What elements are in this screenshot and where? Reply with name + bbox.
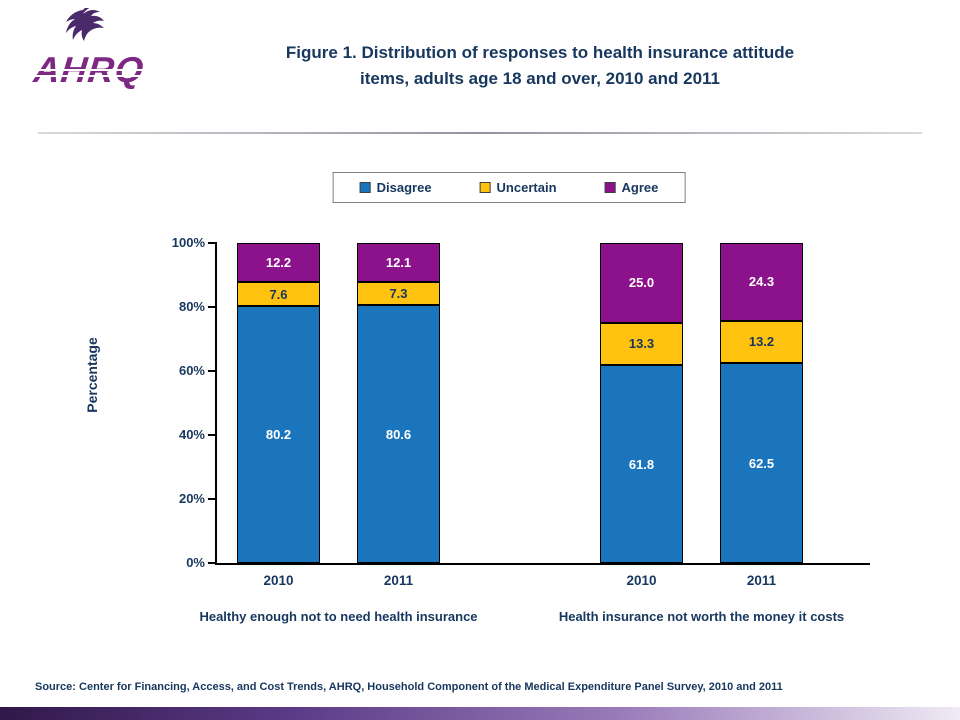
x-axis-tick-label: 2010: [263, 573, 294, 588]
bar-segment-agree: 25.0: [600, 242, 683, 323]
legend-item-disagree: Disagree: [359, 180, 432, 195]
y-axis-tick-mark: [208, 306, 217, 308]
bar-group-label: Healthy enough not to need health insura…: [199, 609, 478, 624]
bar-segment-uncertain: 7.6: [237, 282, 320, 307]
bar-segment-uncertain: 7.3: [357, 281, 440, 306]
y-axis-title: Percentage: [84, 337, 100, 413]
header-divider: [38, 132, 922, 134]
y-axis-tick-mark: [208, 562, 217, 564]
stacked-bar: 24.3 13.2 62.5: [720, 243, 803, 563]
title-line-1: Figure 1. Distribution of responses to h…: [285, 43, 795, 62]
bar-segment-uncertain: 13.3: [600, 322, 683, 366]
title-line-2: items, adults age 18 and over, 2010 and …: [359, 68, 721, 88]
x-axis-tick-label: 2011: [383, 573, 414, 588]
stacked-bar: 25.0 13.3 61.8: [600, 242, 683, 563]
chart-plot-area: 0% 20% 40% 60% 80% 100% 12.2 7.6 80.2 2010 12.1 7.3…: [172, 235, 870, 624]
legend-item-agree: Agree: [604, 180, 659, 195]
legend-swatch-icon: [359, 182, 371, 193]
legend-item-uncertain: Uncertain: [479, 180, 557, 195]
legend-swatch-icon: [604, 182, 616, 193]
stacked-bar: 12.2 7.6 80.2: [237, 243, 320, 563]
chart-legend: Disagree Uncertain Agree: [332, 172, 686, 203]
y-axis-tick-mark: [208, 242, 217, 244]
hhs-eagle-icon: [66, 8, 104, 41]
y-axis-tick-mark: [208, 498, 217, 500]
bar-segment-disagree: 80.2: [237, 306, 320, 563]
x-axis-tick-label: 2011: [746, 573, 777, 588]
y-axis-tick-label: 40%: [178, 427, 205, 442]
legend-label: Agree: [621, 180, 659, 195]
x-axis-tick-label: 2010: [626, 573, 657, 588]
bar-segment-disagree: 80.6: [357, 305, 440, 563]
page-title: Figure 1. Distribution of responses to h…: [150, 40, 930, 91]
ahrq-logo: AHRQ: [31, 8, 164, 90]
bar-segment-agree: 12.2: [237, 243, 320, 283]
source-note: Source: Center for Financing, Access, an…: [35, 681, 783, 693]
bar-segment-uncertain: 13.2: [720, 320, 803, 363]
footer-gradient-bar: [0, 707, 960, 720]
legend-label: Uncertain: [496, 180, 557, 195]
bar-segment-agree: 12.1: [357, 243, 440, 282]
y-axis-tick-label: 0%: [186, 555, 205, 570]
bar-group-label: Health insurance not worth the money it …: [558, 609, 845, 624]
legend-label: Disagree: [376, 180, 432, 195]
y-axis-tick-mark: [208, 434, 217, 436]
bar-segment-disagree: 62.5: [720, 363, 803, 563]
y-axis-tick-mark: [208, 370, 217, 372]
stacked-bar: 12.1 7.3 80.6: [357, 243, 440, 563]
ahrq-wordmark: AHRQ: [31, 49, 147, 90]
y-axis-tick-label: 100%: [171, 235, 205, 250]
legend-swatch-icon: [479, 182, 491, 193]
y-axis-tick-label: 60%: [178, 363, 205, 378]
bar-segment-agree: 24.3: [720, 243, 803, 321]
y-axis-tick-label: 80%: [178, 299, 205, 314]
y-axis-tick-label: 20%: [178, 491, 205, 506]
bar-segment-disagree: 61.8: [600, 365, 683, 563]
